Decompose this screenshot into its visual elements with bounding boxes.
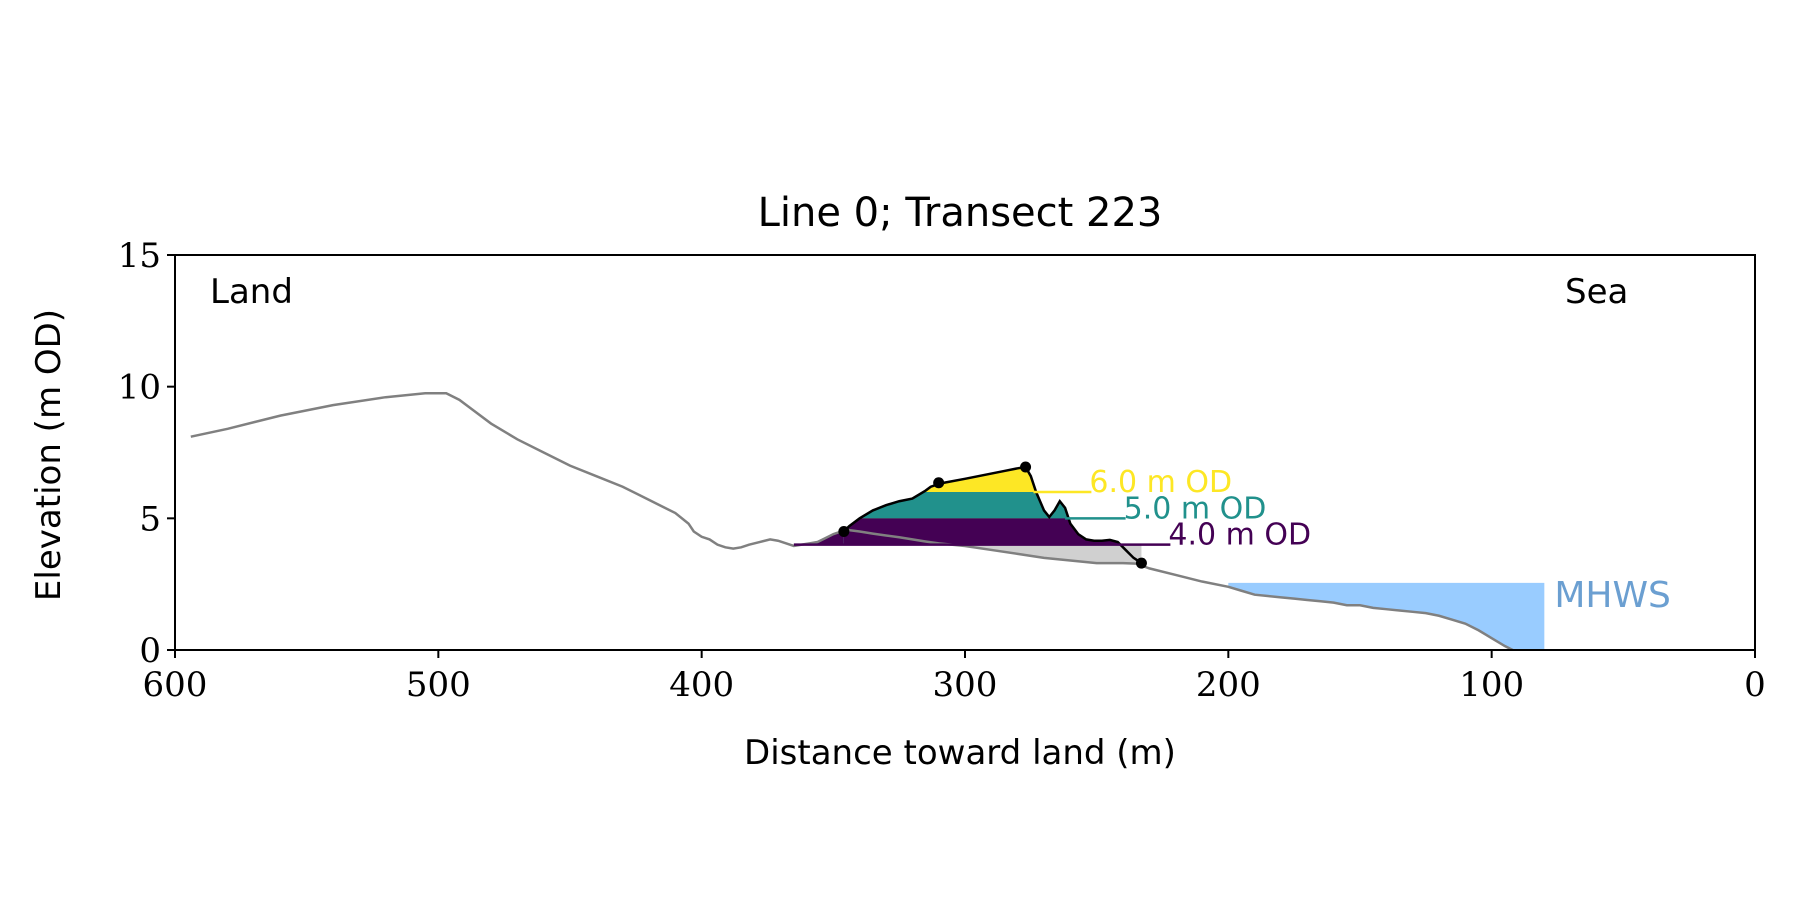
level-label-1: 5.0 m OD <box>1124 491 1267 526</box>
level-label-0: 6.0 m OD <box>1089 465 1232 500</box>
band-4-5m-purple <box>843 518 1120 545</box>
x-tick-label: 300 <box>933 665 998 705</box>
key-point <box>1020 461 1032 473</box>
x-tick-label: 400 <box>669 665 734 705</box>
band-6m-main <box>924 466 1035 492</box>
x-tick-label: 600 <box>143 665 208 705</box>
subsurface-fill <box>965 544 1142 566</box>
y-tick-label: 10 <box>118 368 161 408</box>
y-tick-label: 15 <box>118 236 161 276</box>
chart-title: Line 0; Transect 223 <box>758 190 1163 236</box>
key-point <box>838 526 850 537</box>
key-point <box>933 477 945 489</box>
x-axis-label: Distance toward land (m) <box>744 733 1176 773</box>
plot-content <box>190 392 1545 650</box>
y-tick-label: 5 <box>139 499 161 539</box>
key-point <box>1135 557 1147 569</box>
transect-profile-line <box>190 392 1514 650</box>
land-label: Land <box>210 272 293 312</box>
mhws-label: MHWS <box>1554 575 1671 616</box>
sea-label: Sea <box>1565 272 1628 312</box>
y-axis-label: Elevation (m OD) <box>29 309 69 601</box>
x-tick-label: 0 <box>1744 665 1766 705</box>
x-tick-label: 100 <box>1459 665 1524 705</box>
band-landward-toe <box>793 531 844 545</box>
x-tick-label: 500 <box>406 665 471 705</box>
y-tick-label: 0 <box>139 631 161 671</box>
plot-area: 6.0 m OD5.0 m OD4.0 m OD MHWS <box>190 392 1671 650</box>
x-tick-label: 200 <box>1196 665 1261 705</box>
axis-ticks: 600 500 400 300 200 100 0 0 5 10 15 <box>118 236 1766 705</box>
level-label-2: 4.0 m OD <box>1168 518 1311 553</box>
